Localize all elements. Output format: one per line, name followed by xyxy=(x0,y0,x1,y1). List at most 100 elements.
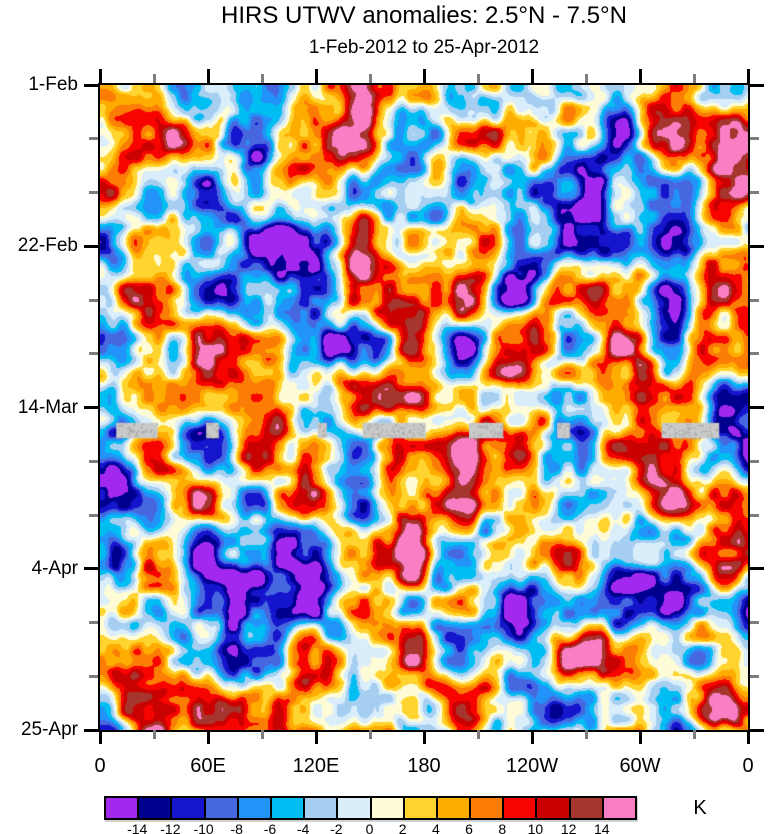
y-minor-tick xyxy=(89,459,98,463)
x-minor-tick xyxy=(692,730,696,739)
colorbar-boundary-label: 8 xyxy=(498,821,507,834)
y-major-tick xyxy=(84,728,98,732)
y-minor-tick-right xyxy=(750,513,759,517)
y-minor-tick xyxy=(89,191,98,194)
x-major-tick xyxy=(206,730,210,744)
y-major-tick xyxy=(84,406,98,409)
y-minor-tick xyxy=(89,674,98,678)
y-major-tick-right xyxy=(750,406,764,409)
colorbar-boundary-label: 10 xyxy=(527,821,544,834)
colorbar-band xyxy=(338,798,372,818)
x-major-tick xyxy=(746,730,750,744)
y-minor-tick xyxy=(89,621,98,624)
colorbar-band xyxy=(404,798,438,818)
colorbar-boundary-label: -12 xyxy=(160,821,181,834)
colorbar-band xyxy=(504,798,538,818)
x-major-tick-top xyxy=(422,69,426,83)
y-major-tick xyxy=(84,244,98,248)
x-axis-tick-label: 180 xyxy=(407,755,441,777)
y-major-tick-right xyxy=(750,567,764,571)
y-axis-tick-label: 1-Feb xyxy=(28,74,78,95)
y-axis-tick-label: 14-Mar xyxy=(17,396,78,418)
colorbar-band xyxy=(537,798,571,818)
colorbar-boundary-label: -10 xyxy=(193,821,214,834)
x-major-tick xyxy=(98,730,102,744)
x-minor-tick xyxy=(260,730,264,739)
x-minor-tick-top xyxy=(368,74,372,83)
colorbar-band xyxy=(603,798,635,818)
y-minor-tick-right xyxy=(750,352,759,356)
y-minor-tick xyxy=(89,513,98,517)
x-major-tick-top xyxy=(98,69,102,83)
x-minor-tick xyxy=(152,730,156,739)
x-major-tick xyxy=(314,730,318,744)
colorbar-boundary-label: 6 xyxy=(465,821,473,834)
y-minor-tick-right xyxy=(750,137,759,141)
colorbar-boundary-label: 12 xyxy=(560,821,577,834)
x-major-tick-top xyxy=(638,69,642,83)
x-minor-tick xyxy=(584,730,588,739)
contour-field-canvas xyxy=(100,85,748,730)
y-axis-tick-label: 25-Apr xyxy=(20,719,78,740)
colorbar-unit-label: K xyxy=(693,797,707,819)
y-minor-tick-right xyxy=(750,191,759,194)
colorbar-band xyxy=(570,798,604,818)
y-minor-tick-right xyxy=(750,674,759,678)
x-minor-tick-top xyxy=(152,74,156,83)
colorbar-band xyxy=(172,798,206,818)
colorbar xyxy=(104,796,637,820)
y-major-tick xyxy=(84,567,98,571)
y-major-tick xyxy=(84,83,98,87)
colorbar-boundary-label: -6 xyxy=(263,821,277,834)
y-axis-tick-label: 22-Feb xyxy=(17,235,78,257)
chart-title: HIRS UTWV anomalies: 2.5°N - 7.5°N xyxy=(221,2,627,29)
x-axis-tick-label: 60E xyxy=(190,755,226,777)
y-minor-tick-right xyxy=(750,298,759,302)
colorbar-boundary-label: -8 xyxy=(230,821,243,834)
y-major-tick-right xyxy=(750,83,764,87)
colorbar-boundary-label: 4 xyxy=(431,821,440,834)
colorbar-boundary-label: -2 xyxy=(330,821,343,834)
y-major-tick-right xyxy=(750,244,764,248)
x-major-tick-top xyxy=(314,69,318,83)
x-minor-tick-top xyxy=(260,74,264,83)
colorbar-band xyxy=(471,798,505,818)
y-minor-tick xyxy=(89,137,98,141)
colorbar-boundary-label: 14 xyxy=(594,821,610,834)
x-axis-tick-label: 60W xyxy=(619,755,661,777)
y-minor-tick xyxy=(89,298,98,302)
colorbar-band xyxy=(139,798,173,818)
chart-subtitle: 1-Feb-2012 to 25-Apr-2012 xyxy=(308,37,540,58)
x-minor-tick-top xyxy=(476,74,480,83)
x-major-tick xyxy=(422,730,426,744)
colorbar-boundary-label: -14 xyxy=(127,821,148,834)
x-minor-tick xyxy=(368,730,372,739)
colorbar-band xyxy=(271,798,306,818)
x-minor-tick-top xyxy=(692,74,696,83)
x-major-tick xyxy=(638,730,642,744)
x-major-tick-top xyxy=(530,69,534,83)
x-major-tick-top xyxy=(206,69,210,83)
x-axis-tick-label: 0 xyxy=(742,755,754,777)
colorbar-band xyxy=(305,798,339,818)
colorbar-band xyxy=(437,798,472,818)
y-minor-tick xyxy=(89,352,98,356)
x-axis-tick-label: 120E xyxy=(292,755,340,777)
y-major-tick-right xyxy=(750,728,764,732)
colorbar-band xyxy=(106,798,140,818)
colorbar-band xyxy=(205,798,239,818)
colorbar-band xyxy=(371,798,405,818)
colorbar-boundary-label: -4 xyxy=(296,821,310,834)
y-axis-tick-label: 4-Apr xyxy=(31,557,78,579)
colorbar-band xyxy=(238,798,272,818)
x-minor-tick xyxy=(476,730,480,739)
colorbar-boundary-label: 0 xyxy=(365,821,374,834)
x-major-tick xyxy=(530,730,534,744)
x-axis-tick-label: 120W xyxy=(505,755,559,777)
x-major-tick-top xyxy=(746,69,750,83)
x-minor-tick-top xyxy=(584,74,588,83)
y-minor-tick-right xyxy=(750,459,759,463)
colorbar-boundary-label: 2 xyxy=(398,821,407,834)
y-minor-tick-right xyxy=(750,621,759,624)
